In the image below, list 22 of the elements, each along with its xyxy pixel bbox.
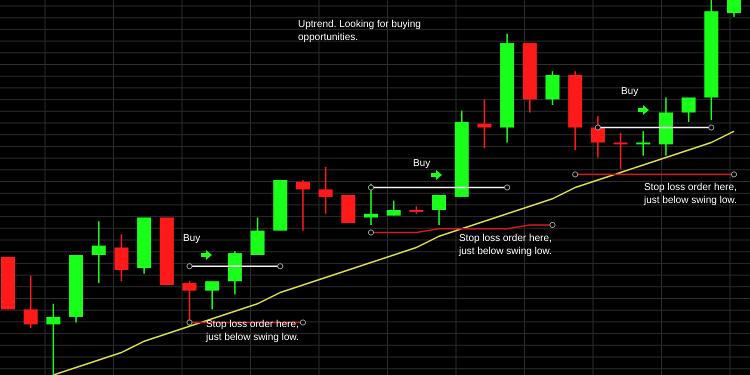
candlestick bbox=[386, 200, 401, 216]
annotation: Buy bbox=[413, 158, 430, 169]
candlestick bbox=[364, 183, 378, 226]
annotation: Uptrend. Looking for buying opportunities. bbox=[298, 19, 421, 43]
candlestick bbox=[318, 166, 333, 214]
annotation: Stop loss order here, just below swing low. bbox=[643, 182, 737, 206]
annotation: Buy bbox=[621, 86, 638, 97]
candlestick bbox=[296, 179, 310, 232]
candlestick bbox=[114, 234, 128, 282]
candlestick bbox=[477, 98, 492, 149]
candlestick bbox=[92, 220, 106, 284]
candlestick bbox=[24, 274, 38, 329]
candlestick bbox=[432, 194, 446, 226]
annotation: Buy bbox=[183, 233, 200, 244]
annotation: Stop loss order here, just below swing low. bbox=[458, 233, 552, 257]
candlestick bbox=[682, 96, 696, 123]
candlestick bbox=[614, 132, 628, 170]
candlestick bbox=[46, 303, 60, 375]
candlestick bbox=[636, 130, 650, 156]
candlestick bbox=[590, 116, 605, 158]
candlestick bbox=[205, 280, 220, 310]
candlestick bbox=[727, 0, 741, 18]
